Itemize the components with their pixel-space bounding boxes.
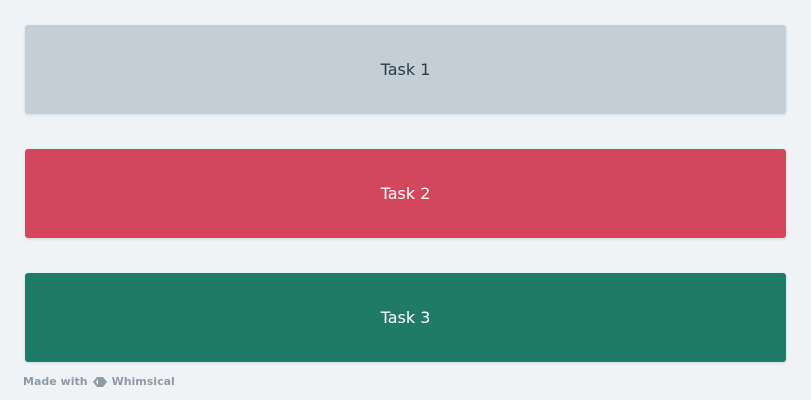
task-label: Task 1 — [380, 60, 431, 79]
task-1[interactable]: Task 1 — [25, 25, 786, 114]
whimsical-logo-icon — [92, 376, 107, 387]
task-label: Task 2 — [380, 184, 431, 203]
task-label: Task 3 — [380, 308, 431, 327]
made-with-text: Made with — [23, 375, 88, 388]
task-3[interactable]: Task 3 — [25, 273, 786, 362]
task-2[interactable]: Task 2 — [25, 149, 786, 238]
made-with-footer[interactable]: Made with Whimsical — [23, 375, 175, 388]
brand-text: Whimsical — [111, 375, 175, 388]
